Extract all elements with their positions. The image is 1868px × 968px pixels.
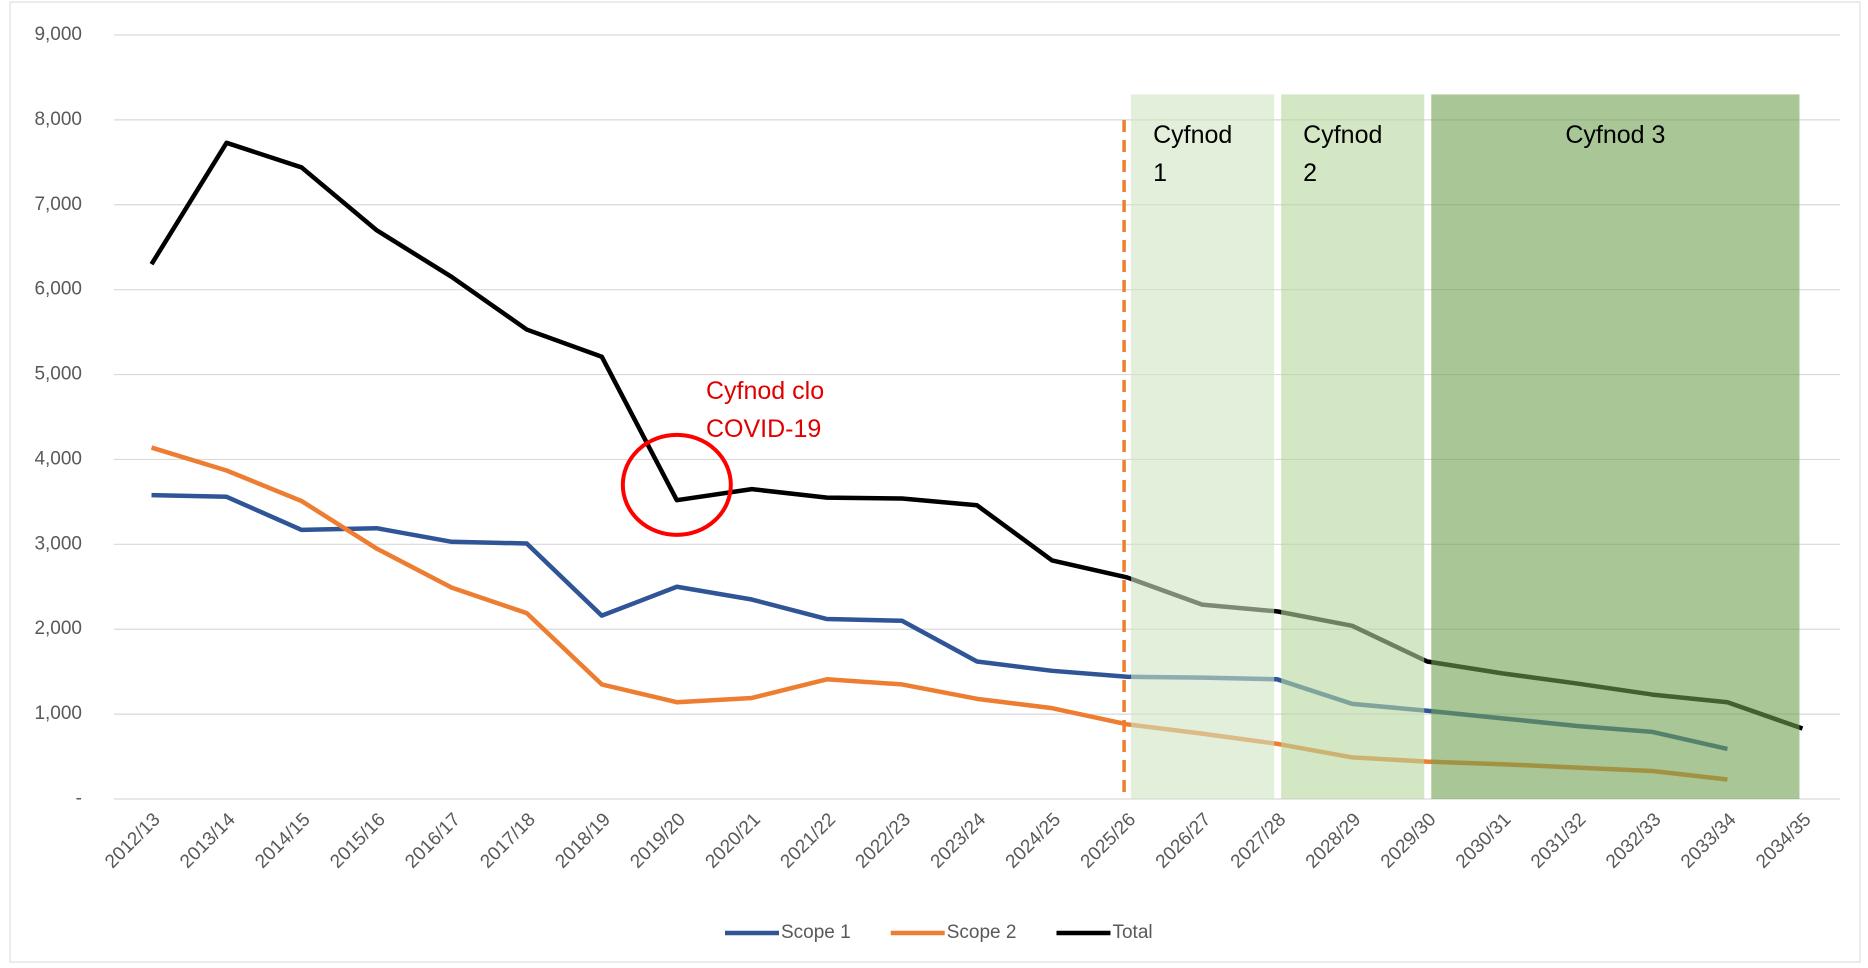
x-tick-label: 2020/21 [702,809,765,872]
y-tick-label: 4,000 [34,448,82,469]
y-tick-label: 9,000 [34,24,82,45]
x-tick-label: 2019/20 [626,809,689,872]
legend-label: Total [1112,922,1152,943]
y-tick-label: 8,000 [34,109,82,130]
x-tick-label: 2013/14 [176,809,240,873]
y-tick-label: 7,000 [34,194,82,215]
y-tick-label: 2,000 [34,618,82,639]
x-tick-label: 2018/19 [551,809,614,872]
period-label: Cyfnod 1 [1153,121,1233,188]
chart-border [9,1,1861,963]
y-tick-label: 1,000 [34,703,82,724]
x-tick-label: 2021/22 [777,809,840,872]
y-tick-label: - [76,788,82,809]
x-tick-label: 2032/33 [1602,809,1665,872]
x-tick-label: 2015/16 [326,809,389,872]
x-tick-label: 2025/26 [1077,809,1140,872]
x-tick-label: 2033/34 [1677,809,1741,873]
x-tick-label: 2012/13 [101,809,164,872]
x-tick-label: 2031/32 [1527,809,1590,872]
x-tick-label: 2034/35 [1752,809,1815,872]
legend-label: Scope 1 [781,922,851,943]
x-tick-label: 2022/23 [852,809,915,872]
x-tick-label: 2023/24 [927,809,991,873]
x-tick-label: 2030/31 [1452,809,1515,872]
highlight-circle [620,432,733,537]
x-tick-label: 2028/29 [1302,809,1365,872]
x-tick-label: 2017/18 [476,809,539,872]
y-tick-label: 5,000 [34,364,82,385]
x-tick-label: 2024/25 [1002,809,1065,872]
period-band [1281,94,1425,799]
period-label: Cyfnod 2 [1303,121,1383,188]
y-tick-label: 3,000 [34,533,82,554]
legend-label: Scope 2 [947,922,1017,943]
period-label: Cyfnod 3 [1565,121,1666,150]
y-tick-label: 6,000 [34,279,82,300]
x-tick-label: 2029/30 [1377,809,1440,872]
period-band [1431,94,1800,799]
period-band [1131,94,1275,799]
annotation: Cyfnod clo COVID-19 [706,377,825,443]
x-tick-label: 2016/17 [401,809,464,872]
x-tick-label: 2027/28 [1227,809,1290,872]
x-tick-label: 2014/15 [251,809,314,872]
x-tick-label: 2026/27 [1152,809,1215,872]
